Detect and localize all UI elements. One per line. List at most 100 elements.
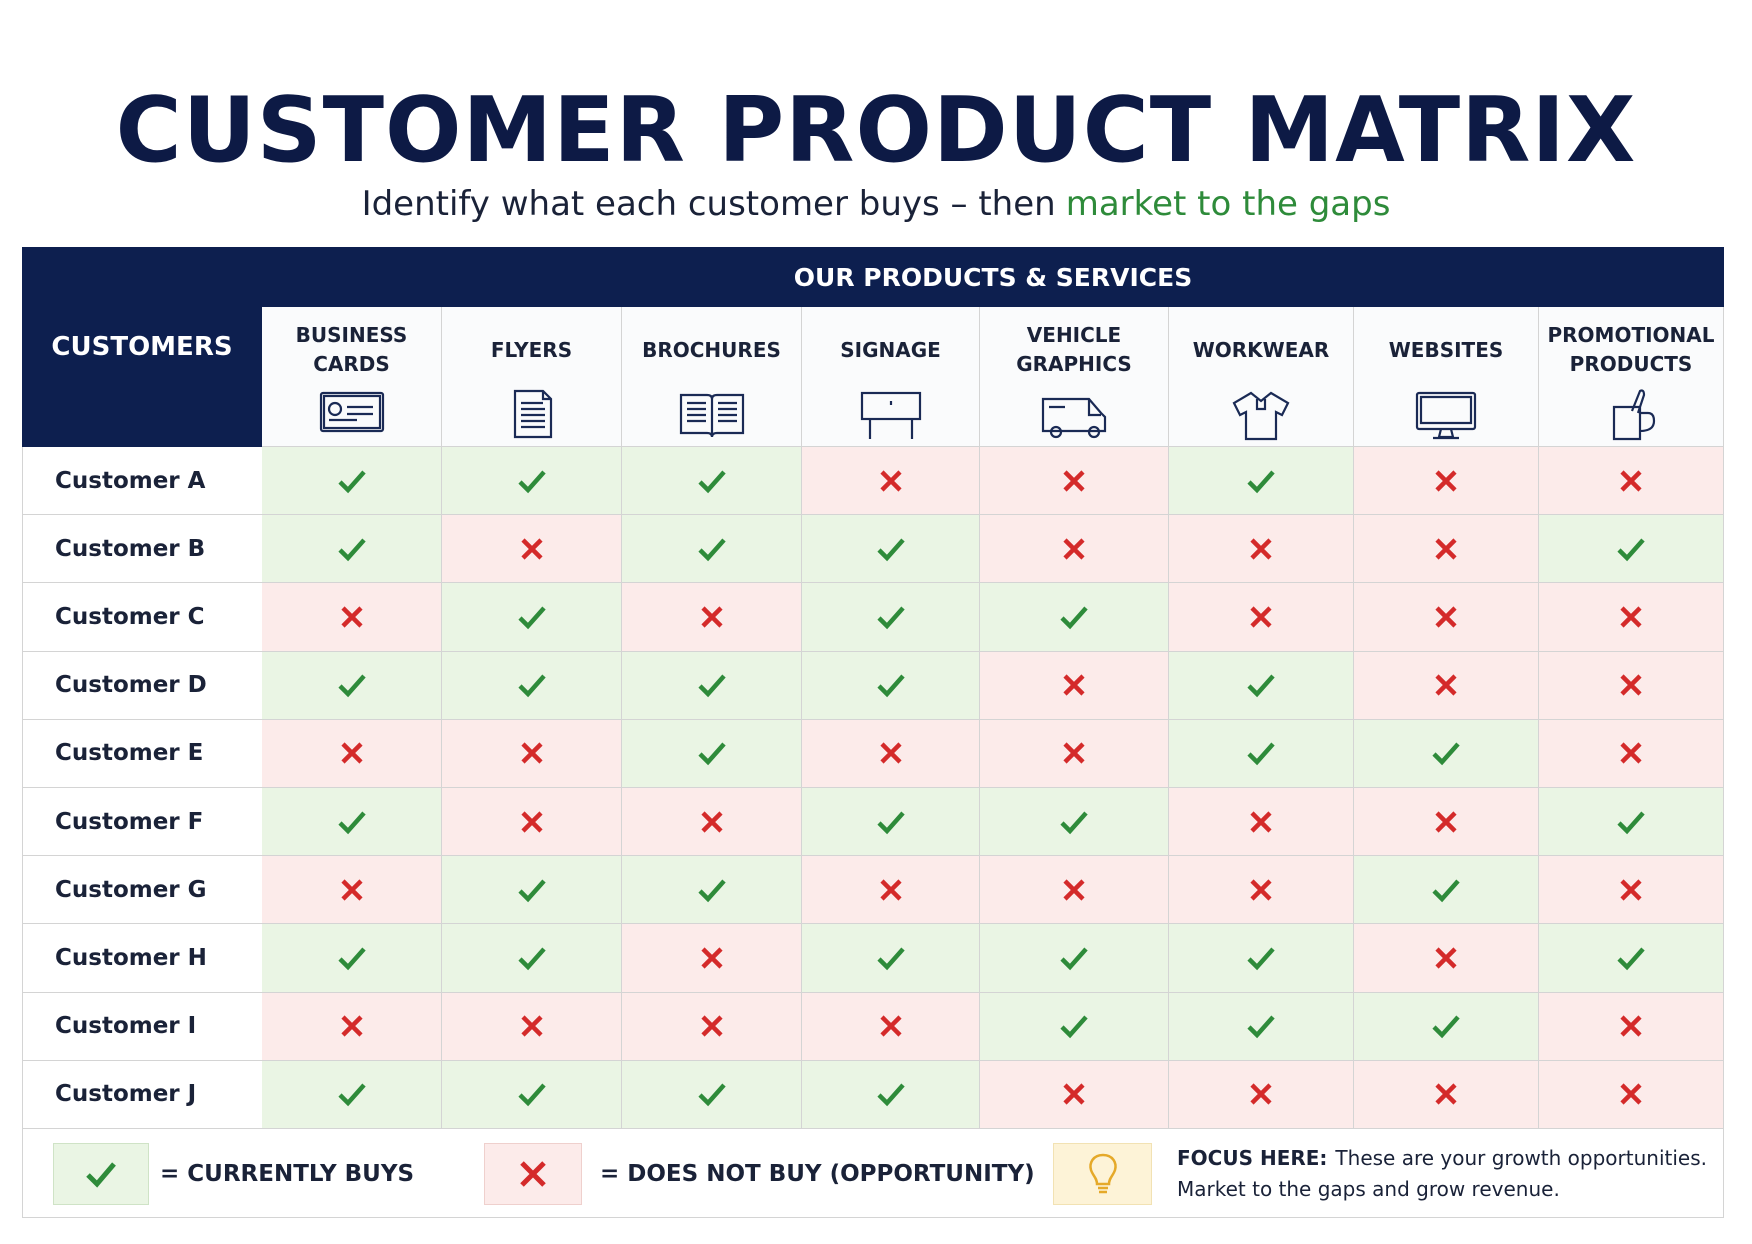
title: CUSTOMER PRODUCT MATRIX <box>115 78 1637 183</box>
check <box>876 538 905 562</box>
matrix-cell <box>1169 583 1354 652</box>
check <box>697 470 726 493</box>
check <box>876 606 905 630</box>
matrix-cell <box>802 1060 980 1129</box>
cross <box>1435 1083 1457 1105</box>
matrix-cell <box>980 583 1169 652</box>
check <box>1247 742 1275 766</box>
row-header: Customer B <box>22 515 262 584</box>
matrix-cell <box>622 651 802 720</box>
row-header: Customer A <box>22 447 262 516</box>
matrix-cell <box>262 788 442 857</box>
matrix-cell <box>1539 515 1724 584</box>
matrix-cell <box>802 583 980 652</box>
column-header: FLYERS <box>442 307 622 447</box>
matrix-cell <box>980 924 1169 993</box>
matrix-cell <box>802 856 980 925</box>
matrix-cell <box>442 719 622 788</box>
column-header: VEHICLE GRAPHICS <box>980 307 1169 447</box>
column-icon <box>1232 391 1290 441</box>
matrix-cell <box>1354 651 1539 720</box>
column-label: BUSINESS CARDS <box>295 323 408 376</box>
matrix-cell <box>622 992 802 1061</box>
matrix-cell <box>442 447 622 516</box>
matrix-cell <box>1539 1060 1724 1129</box>
matrix-cell <box>1354 719 1539 788</box>
matrix-cell <box>1169 856 1354 925</box>
cross <box>1620 1015 1642 1037</box>
matrix-cell <box>1354 515 1539 584</box>
cross <box>1063 674 1085 696</box>
column-header: BUSINESS CARDS <box>262 307 442 447</box>
cross <box>1435 811 1457 833</box>
cross <box>1435 606 1457 628</box>
row-header: Customer F <box>22 788 262 857</box>
check <box>337 1083 366 1107</box>
group-header: OUR PRODUCTS & SERVICES <box>262 247 1724 307</box>
cross <box>1250 811 1272 833</box>
matrix-cell <box>980 719 1169 788</box>
check <box>517 879 546 903</box>
matrix-cell <box>1354 583 1539 652</box>
matrix-cell <box>262 447 442 516</box>
column-header: WORKWEAR <box>1169 307 1354 447</box>
check <box>1060 947 1088 971</box>
check <box>1060 811 1088 834</box>
cross <box>700 606 723 628</box>
check <box>697 879 726 903</box>
cross <box>520 538 543 560</box>
check <box>337 538 366 562</box>
cross <box>879 470 902 492</box>
matrix-cell <box>980 651 1169 720</box>
cross <box>520 742 543 764</box>
check <box>517 470 546 493</box>
cross <box>700 947 723 969</box>
cross <box>1063 742 1085 764</box>
cross <box>1250 538 1272 560</box>
matrix-cell <box>980 515 1169 584</box>
column-label: BROCHURES <box>642 337 781 362</box>
matrix-cell <box>1539 856 1724 925</box>
matrix-cell <box>622 788 802 857</box>
row-header: Customer H <box>22 924 262 993</box>
row-header: Customer I <box>22 992 262 1061</box>
row-header: Customer J <box>22 1060 262 1129</box>
matrix-cell <box>802 992 980 1061</box>
matrix-cell <box>1169 515 1354 584</box>
matrix-cell <box>442 992 622 1061</box>
matrix-cell <box>802 447 980 516</box>
matrix-cell <box>1169 788 1354 857</box>
check <box>697 1083 726 1107</box>
matrix-cell <box>1169 924 1354 993</box>
legend-bulb <box>1053 1143 1152 1205</box>
check <box>1247 1015 1275 1039</box>
check <box>517 606 546 630</box>
matrix-cell <box>622 447 802 516</box>
matrix-cell <box>1169 447 1354 516</box>
matrix-cell <box>1539 788 1724 857</box>
check <box>1060 1015 1088 1039</box>
check <box>1432 1015 1460 1039</box>
check <box>337 674 366 698</box>
cross <box>1435 470 1457 492</box>
matrix-cell <box>1354 924 1539 993</box>
check <box>337 947 366 971</box>
check <box>876 947 905 971</box>
cross <box>520 1015 543 1037</box>
cross <box>1250 879 1272 901</box>
column-icon <box>1612 389 1656 441</box>
matrix-cell <box>802 719 980 788</box>
matrix-cell <box>442 1060 622 1129</box>
matrix-cell <box>622 583 802 652</box>
cross <box>1620 470 1642 492</box>
subtitle: Identify what each customer buys – then m… <box>0 184 1752 224</box>
cross <box>340 879 363 901</box>
cross <box>1250 606 1272 628</box>
check <box>1247 947 1275 971</box>
row-header: Customer C <box>22 583 262 652</box>
matrix-cell <box>1539 719 1724 788</box>
column-label: VEHICLE GRAPHICS <box>1016 323 1132 376</box>
column-header: SIGNAGE <box>802 307 980 447</box>
matrix-cell <box>1169 992 1354 1061</box>
matrix-cell <box>802 924 980 993</box>
